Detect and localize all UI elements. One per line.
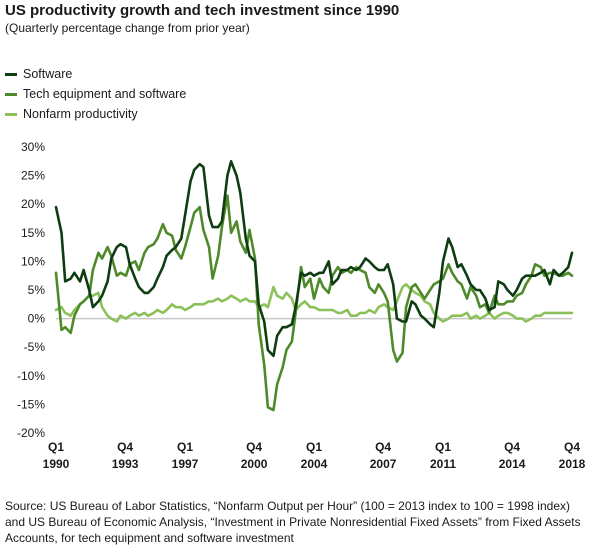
chart-subtitle: (Quarterly percentage change from prior …	[5, 21, 250, 35]
y-tick-label: 10%	[21, 254, 45, 268]
x-tick-quarter: Q1	[306, 440, 322, 454]
legend-item-tech-equipment: Tech equipment and software	[5, 84, 186, 104]
y-tick-label: -5%	[24, 340, 46, 354]
y-tick-label: -15%	[17, 397, 45, 411]
y-tick-label: -20%	[17, 426, 45, 440]
legend-swatch-software	[5, 72, 17, 76]
x-tick-year: 2007	[370, 457, 397, 471]
line-chart: 30%25%20%15%10%5%0%-5%-10%-15%-20%Q11990…	[17, 140, 586, 471]
x-tick-quarter: Q4	[375, 440, 391, 454]
x-tick-year: 2014	[499, 457, 526, 471]
x-tick-year: 2018	[559, 457, 586, 471]
x-tick-quarter: Q4	[246, 440, 262, 454]
x-tick-quarter: Q1	[48, 440, 64, 454]
series-line-software	[54, 160, 574, 358]
y-tick-label: 15%	[21, 226, 45, 240]
y-tick-label: 5%	[28, 283, 46, 297]
legend-item-nonfarm-productivity: Nonfarm productivity	[5, 104, 186, 124]
series-line-tech-equipment-and-software	[54, 194, 574, 412]
series-line-nonfarm-productivity	[54, 283, 574, 323]
x-tick-year: 1993	[112, 457, 139, 471]
chart-title: US productivity growth and tech investme…	[5, 2, 400, 19]
x-tick-year: 2011	[430, 457, 456, 471]
legend-label-tech-equipment: Tech equipment and software	[23, 87, 187, 101]
y-tick-label: -10%	[17, 369, 45, 383]
x-tick-quarter: Q1	[435, 440, 451, 454]
x-tick-quarter: Q4	[564, 440, 580, 454]
x-tick-year: 2004	[301, 457, 328, 471]
x-tick-year: 1997	[172, 457, 199, 471]
legend-item-software: Software	[5, 64, 186, 84]
x-tick-quarter: Q4	[117, 440, 133, 454]
x-tick-quarter: Q4	[504, 440, 520, 454]
x-tick-quarter: Q1	[177, 440, 193, 454]
legend-label-nonfarm-productivity: Nonfarm productivity	[23, 107, 138, 121]
x-tick-year: 2000	[241, 457, 268, 471]
y-tick-label: 0%	[28, 312, 46, 326]
legend: Software Tech equipment and software Non…	[5, 64, 186, 124]
legend-label-software: Software	[23, 67, 73, 81]
x-tick-year: 1990	[43, 457, 70, 471]
legend-swatch-nonfarm-productivity	[5, 112, 17, 116]
y-tick-label: 30%	[21, 140, 45, 154]
y-tick-label: 25%	[21, 169, 45, 183]
source-note: Source: US Bureau of Labor Statistics, “…	[5, 499, 581, 545]
y-tick-label: 20%	[21, 197, 45, 211]
legend-swatch-tech-equipment	[5, 92, 17, 96]
